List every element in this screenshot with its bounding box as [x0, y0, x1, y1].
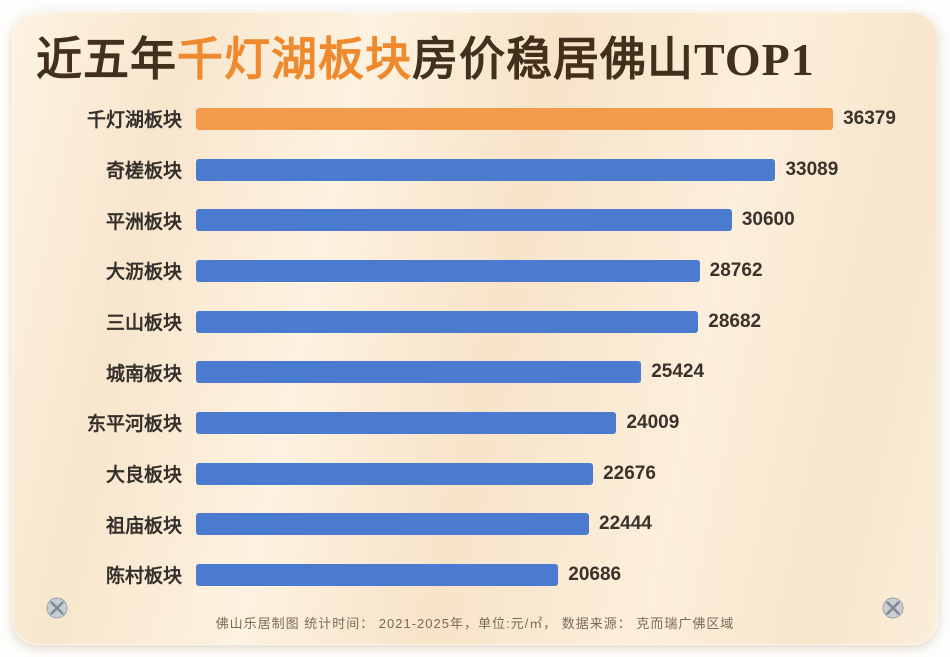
chart-row: 平洲板块 30600	[32, 208, 914, 233]
bar-track: 30600	[196, 209, 914, 232]
value-label: 25424	[651, 361, 705, 383]
bar-track: 28682	[196, 310, 914, 333]
chart-row: 大沥板块 28762	[32, 259, 914, 283]
chart-row: 祖庙板块 22444	[32, 512, 914, 537]
value-label: 22676	[603, 462, 656, 484]
value-label: 36379	[843, 107, 896, 129]
value-label: 28682	[708, 310, 762, 332]
title-part-2: 房价稳居佛山TOP1	[412, 34, 815, 85]
bar	[196, 462, 594, 485]
bar-track: 28762	[196, 259, 914, 282]
bar-track: 25424	[196, 361, 914, 384]
bar-track: 24009	[196, 411, 914, 434]
chart-row: 大良板块 22676	[32, 462, 914, 486]
bar-track: 22676	[196, 462, 914, 485]
title-highlight: 千灯湖板块	[177, 34, 412, 85]
chart-row: 三山板块 28682	[32, 310, 914, 334]
bar-track: 36379	[196, 107, 914, 130]
screw-icon	[882, 597, 904, 619]
screw-icon	[46, 597, 68, 619]
chart-row: 东平河板块 24009	[32, 411, 914, 435]
category-label: 祖庙板块	[105, 515, 182, 537]
category-label: 陈村板块	[105, 566, 182, 588]
value-label: 22444	[599, 513, 652, 535]
bar	[196, 158, 776, 181]
value-label: 33089	[785, 158, 839, 180]
bar	[196, 513, 590, 536]
category-label: 三山板块	[105, 313, 182, 335]
bar-highlighted	[196, 107, 834, 130]
bar-chart: 千灯湖板块 36379 奇槎板块 33089 平洲板块 30600 大沥板块 28762 三山板…	[12, 91, 938, 599]
bar	[196, 563, 559, 586]
title-part-1: 近五年	[36, 34, 177, 85]
chart-row: 城南板块 25424	[32, 360, 914, 385]
value-label: 24009	[626, 411, 680, 433]
bar	[196, 310, 699, 333]
category-label: 千灯湖板块	[86, 110, 182, 132]
bar-track: 33089	[196, 158, 914, 181]
chart-title: 近五年千灯湖板块房价稳居佛山TOP1	[12, 12, 938, 91]
chart-row: 陈村板块 20686	[32, 563, 914, 587]
category-label: 平洲板块	[105, 211, 182, 233]
category-label: 奇槎板块	[105, 161, 182, 183]
bar	[196, 361, 642, 384]
chart-row: 千灯湖板块 36379	[32, 107, 914, 131]
category-label: 大沥板块	[105, 262, 182, 284]
category-label: 大良板块	[105, 465, 182, 487]
chart-card: 近五年千灯湖板块房价稳居佛山TOP1 千灯湖板块 36379 奇槎板块 33089 平洲…	[12, 12, 938, 645]
value-label: 28762	[709, 259, 763, 281]
bar	[196, 259, 700, 282]
bar	[196, 209, 732, 232]
chart-footer: 佛山乐居制图 统计时间： 2021-2025年，单位:元/㎡， 数据来源： 克而…	[215, 615, 735, 631]
category-label: 东平河板块	[86, 414, 182, 436]
value-label: 20686	[568, 563, 622, 585]
category-label: 城南板块	[105, 363, 182, 385]
bar	[196, 411, 617, 434]
chart-row: 奇槎板块 33089	[32, 158, 914, 182]
bar-track: 20686	[196, 563, 914, 586]
bar-track: 22444	[196, 513, 914, 536]
value-label: 30600	[741, 209, 795, 231]
